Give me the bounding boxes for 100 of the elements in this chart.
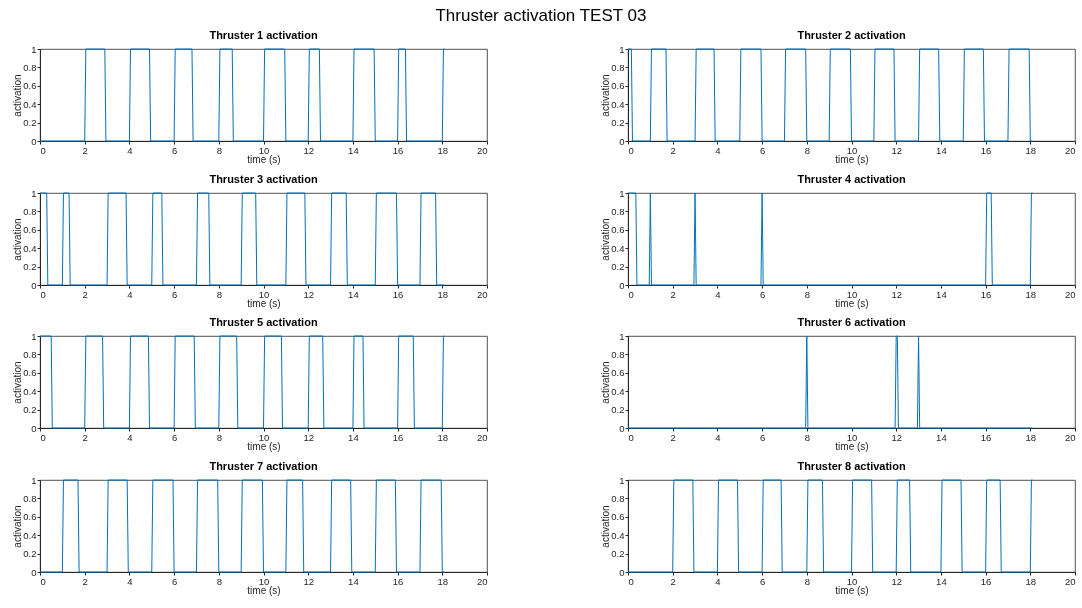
y-tick-label: 0.2 <box>611 548 625 560</box>
chart-title: Thruster 1 activation <box>209 29 318 41</box>
y-tick-label: 0 <box>31 135 37 147</box>
y-tick-label: 0.4 <box>611 386 625 398</box>
x-tick-label: 12 <box>303 288 314 300</box>
y-tick-label: 0 <box>31 422 37 434</box>
y-tick-label: 0.6 <box>611 80 625 92</box>
x-axis-title: time (s) <box>835 441 869 453</box>
x-tick-label: 0 <box>40 288 46 300</box>
y-tick-label: 1 <box>31 187 37 199</box>
x-tick-label: 8 <box>216 431 222 443</box>
x-tick-label: 10 <box>846 144 858 156</box>
x-tick-label: 4 <box>127 288 133 300</box>
y-tick-label: 0.6 <box>611 223 625 235</box>
y-tick-label: 0.6 <box>23 80 37 92</box>
y-axis-title: activation <box>12 505 24 548</box>
x-tick-label: 8 <box>804 431 810 443</box>
x-tick-label: 14 <box>348 575 359 587</box>
x-tick-label: 16 <box>980 288 992 300</box>
x-tick-label: 20 <box>1064 288 1076 300</box>
x-tick-label: 16 <box>392 575 404 587</box>
x-tick-label: 10 <box>258 288 270 300</box>
x-axis-title: time (s) <box>835 154 869 165</box>
y-axis-title: activation <box>600 218 612 261</box>
x-axis-title: time (s) <box>247 441 281 453</box>
y-tick-label: 0.8 <box>611 492 625 504</box>
y-tick-label: 0 <box>31 566 37 578</box>
chart-title: Thruster 7 activation <box>209 460 318 473</box>
y-tick-label: 1 <box>619 330 625 342</box>
x-tick-label: 16 <box>392 144 404 156</box>
x-tick-label: 18 <box>437 575 449 587</box>
y-tick-label: 0 <box>619 422 625 434</box>
x-tick-label: 18 <box>1025 144 1037 156</box>
y-tick-label: 0.6 <box>611 367 625 379</box>
x-tick-label: 8 <box>216 575 222 587</box>
x-tick-label: 18 <box>437 431 449 443</box>
x-tick-label: 14 <box>936 288 947 300</box>
x-tick-label: 14 <box>936 575 947 587</box>
chart-title: Thruster 4 activation <box>797 172 906 185</box>
y-axis-title: activation <box>600 74 612 117</box>
x-tick-label: 0 <box>628 575 634 587</box>
x-tick-label: 8 <box>804 144 810 156</box>
x-tick-label: 18 <box>437 288 449 300</box>
x-tick-label: 16 <box>980 431 992 443</box>
x-tick-label: 0 <box>40 431 46 443</box>
x-tick-label: 20 <box>1064 144 1076 156</box>
x-tick-label: 10 <box>258 144 270 156</box>
y-tick-label: 0.8 <box>611 205 625 217</box>
x-axis-title: time (s) <box>835 297 869 309</box>
x-tick-label: 4 <box>715 288 721 300</box>
x-tick-label: 6 <box>171 288 178 300</box>
x-tick-label: 14 <box>936 431 947 443</box>
x-tick-label: 16 <box>980 575 992 587</box>
x-tick-label: 4 <box>715 144 721 156</box>
x-tick-label: 8 <box>216 288 222 300</box>
y-tick-label: 0.2 <box>611 117 625 129</box>
x-tick-label: 16 <box>392 431 404 443</box>
y-tick-label: 0.6 <box>23 511 37 523</box>
chart-title: Thruster 2 activation <box>797 29 906 41</box>
x-tick-label: 4 <box>127 144 133 156</box>
y-axis-title: activation <box>12 74 24 117</box>
x-tick-label: 8 <box>216 144 222 156</box>
y-axis-title: activation <box>12 218 24 261</box>
x-tick-label: 12 <box>891 575 902 587</box>
y-tick-label: 0.4 <box>23 529 37 541</box>
x-axis-title: time (s) <box>247 297 281 309</box>
x-tick-label: 14 <box>348 431 359 443</box>
x-tick-label: 20 <box>476 431 488 443</box>
x-tick-label: 0 <box>628 288 634 300</box>
y-tick-label: 0.4 <box>23 98 37 110</box>
x-tick-label: 12 <box>891 288 902 300</box>
y-tick-label: 0.4 <box>23 386 37 398</box>
x-tick-label: 6 <box>759 144 766 156</box>
chart-title: Thruster 8 activation <box>797 460 906 473</box>
x-tick-label: 2 <box>670 144 676 156</box>
x-axis-title: time (s) <box>247 154 281 165</box>
x-tick-label: 20 <box>476 575 488 587</box>
chart-title: Thruster 5 activation <box>209 316 318 329</box>
x-tick-label: 10 <box>846 431 858 443</box>
x-tick-label: 2 <box>82 575 88 587</box>
y-tick-label: 0 <box>619 279 625 291</box>
y-tick-label: 0 <box>619 566 625 578</box>
x-tick-label: 12 <box>303 575 314 587</box>
x-tick-label: 10 <box>258 575 270 587</box>
x-tick-label: 0 <box>628 144 634 156</box>
y-tick-label: 0.2 <box>23 548 37 560</box>
x-tick-label: 4 <box>715 575 721 587</box>
y-tick-label: 0.6 <box>23 367 37 379</box>
x-tick-label: 14 <box>348 288 359 300</box>
y-tick-label: 1 <box>619 187 625 199</box>
x-tick-label: 18 <box>1025 575 1037 587</box>
y-axis-title: activation <box>600 505 612 548</box>
x-tick-label: 2 <box>82 144 88 156</box>
x-tick-label: 14 <box>936 144 947 156</box>
x-tick-label: 0 <box>40 144 46 156</box>
y-tick-label: 0.2 <box>611 404 625 416</box>
x-tick-label: 8 <box>804 575 810 587</box>
x-tick-label: 2 <box>82 431 88 443</box>
y-tick-label: 1 <box>619 474 625 486</box>
y-tick-label: 0.8 <box>23 492 37 504</box>
